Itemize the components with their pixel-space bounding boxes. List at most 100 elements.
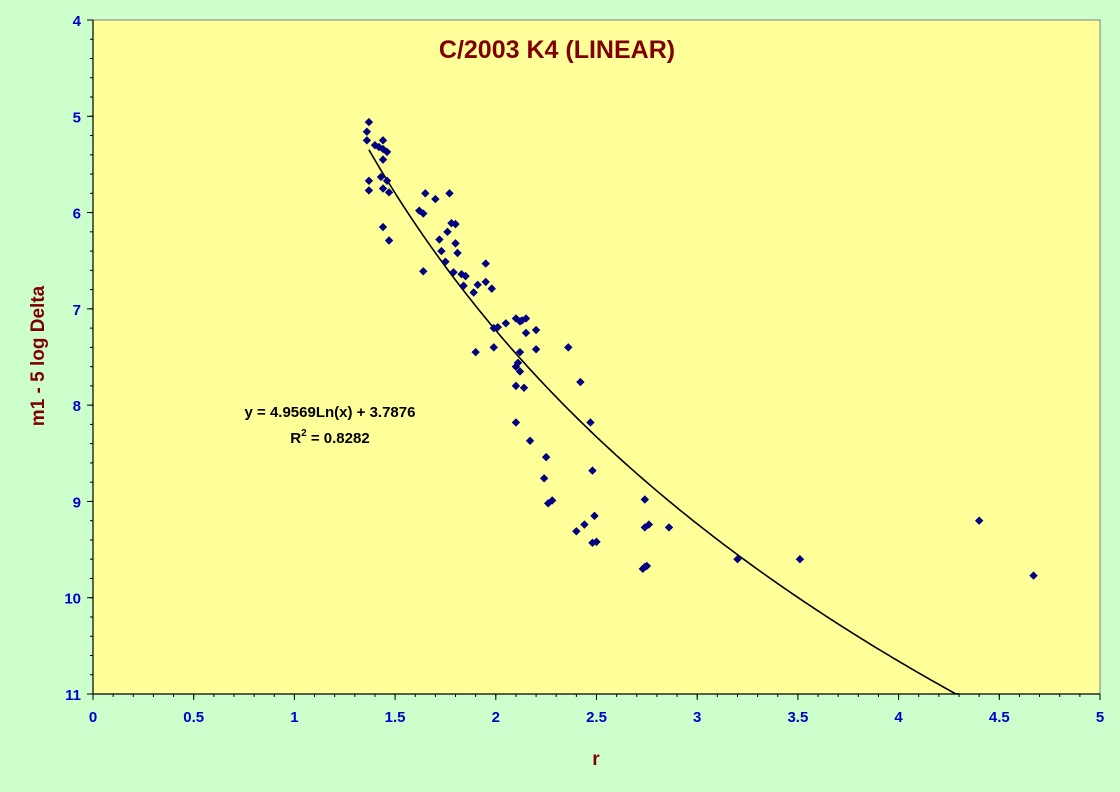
data-point — [419, 267, 428, 276]
data-point — [572, 527, 581, 536]
data-point — [517, 316, 527, 325]
data-point — [364, 117, 374, 127]
data-point — [362, 127, 372, 136]
data-point — [435, 235, 444, 244]
data-point — [515, 367, 525, 376]
data-point — [664, 523, 674, 532]
y-tick-label: 8 — [73, 398, 81, 415]
trendline — [368, 149, 960, 695]
x-tick-label: 5 — [1096, 709, 1104, 726]
data-point — [640, 495, 650, 504]
x-tick-label: 0 — [89, 709, 97, 726]
data-point — [511, 381, 521, 391]
data-point — [364, 186, 374, 195]
data-point — [384, 236, 394, 245]
data-point — [586, 418, 595, 427]
data-point — [459, 281, 468, 290]
data-point — [443, 227, 452, 237]
data-point — [501, 319, 511, 328]
data-point — [564, 343, 573, 352]
y-tick-label: 6 — [73, 206, 81, 223]
y-tick-label: 9 — [73, 494, 81, 511]
y-tick-label: 10 — [64, 591, 81, 608]
r-squared-superscript: 2 — [301, 428, 307, 439]
data-point — [437, 246, 446, 256]
r-squared-label: R2 = 0.8282 — [290, 428, 369, 447]
data-point — [441, 257, 450, 266]
data-point — [431, 194, 440, 204]
data-point — [473, 280, 482, 289]
data-point — [521, 328, 531, 338]
data-point — [543, 499, 553, 508]
x-tick-label: 3.5 — [787, 709, 808, 726]
y-axis-title: m1 - 5 log Delta — [28, 285, 49, 426]
data-point — [481, 259, 490, 268]
data-point — [364, 176, 374, 185]
data-point — [511, 314, 521, 323]
data-point — [733, 555, 742, 564]
data-point — [382, 176, 392, 185]
data-point — [451, 239, 460, 248]
data-point — [382, 147, 392, 157]
data-point — [580, 520, 589, 529]
data-point — [640, 523, 650, 532]
r-squared-value: = 0.8282 — [307, 430, 370, 447]
data-point — [515, 347, 525, 357]
data-point — [547, 496, 557, 505]
y-tick-label: 11 — [65, 687, 81, 704]
data-point — [376, 172, 386, 182]
data-point — [471, 347, 480, 357]
data-point — [378, 144, 388, 154]
data-point — [378, 184, 388, 193]
data-point — [378, 222, 388, 232]
data-point — [525, 436, 535, 445]
data-point — [531, 325, 541, 335]
plot-area — [92, 19, 1101, 695]
data-point — [644, 520, 654, 529]
x-tick-label: 1.5 — [385, 709, 406, 726]
x-axis-ticks: 0 0.5 1 1.5 2 2.5 3 3.5 4 4.5 5 — [89, 694, 1104, 726]
y-tick-label: 7 — [73, 302, 81, 319]
data-point — [590, 511, 599, 521]
data-point — [384, 188, 394, 197]
data-point — [421, 189, 430, 198]
data-point — [449, 268, 458, 277]
x-tick-label: 1 — [290, 709, 298, 726]
y-tick-label: 5 — [73, 109, 81, 126]
r-squared-prefix: R — [290, 430, 301, 447]
data-point — [451, 219, 460, 229]
data-point — [642, 561, 652, 571]
data-point — [487, 284, 496, 293]
data-point — [481, 277, 490, 287]
trendline-equation: y = 4.9569Ln(x) + 3.7876 — [245, 404, 416, 421]
x-tick-label: 4.5 — [989, 709, 1010, 726]
data-point — [453, 248, 462, 258]
data-points — [362, 117, 1038, 580]
chart-title: C/2003 K4 (LINEAR) — [439, 36, 675, 64]
x-tick-label: 3 — [693, 709, 701, 726]
data-point — [521, 314, 531, 323]
x-axis-title: r — [592, 749, 600, 770]
x-tick-label: 4 — [894, 709, 903, 726]
data-point — [974, 516, 984, 525]
data-point — [539, 474, 549, 483]
data-point — [362, 136, 372, 145]
x-tick-label: 0.5 — [183, 709, 204, 726]
data-point — [511, 362, 521, 371]
data-point — [378, 136, 388, 145]
data-point — [489, 343, 498, 352]
data-point — [795, 555, 805, 564]
data-point — [378, 155, 388, 164]
data-point — [461, 271, 470, 281]
data-point — [419, 209, 428, 218]
x-tick-label: 2 — [492, 709, 500, 726]
data-point — [531, 345, 541, 354]
data-point — [519, 383, 529, 393]
y-axis-ticks: 4 5 6 7 8 9 10 11 — [64, 13, 93, 704]
data-point — [1029, 571, 1038, 580]
data-point — [588, 466, 597, 475]
data-point — [541, 452, 551, 462]
data-point — [493, 322, 503, 332]
